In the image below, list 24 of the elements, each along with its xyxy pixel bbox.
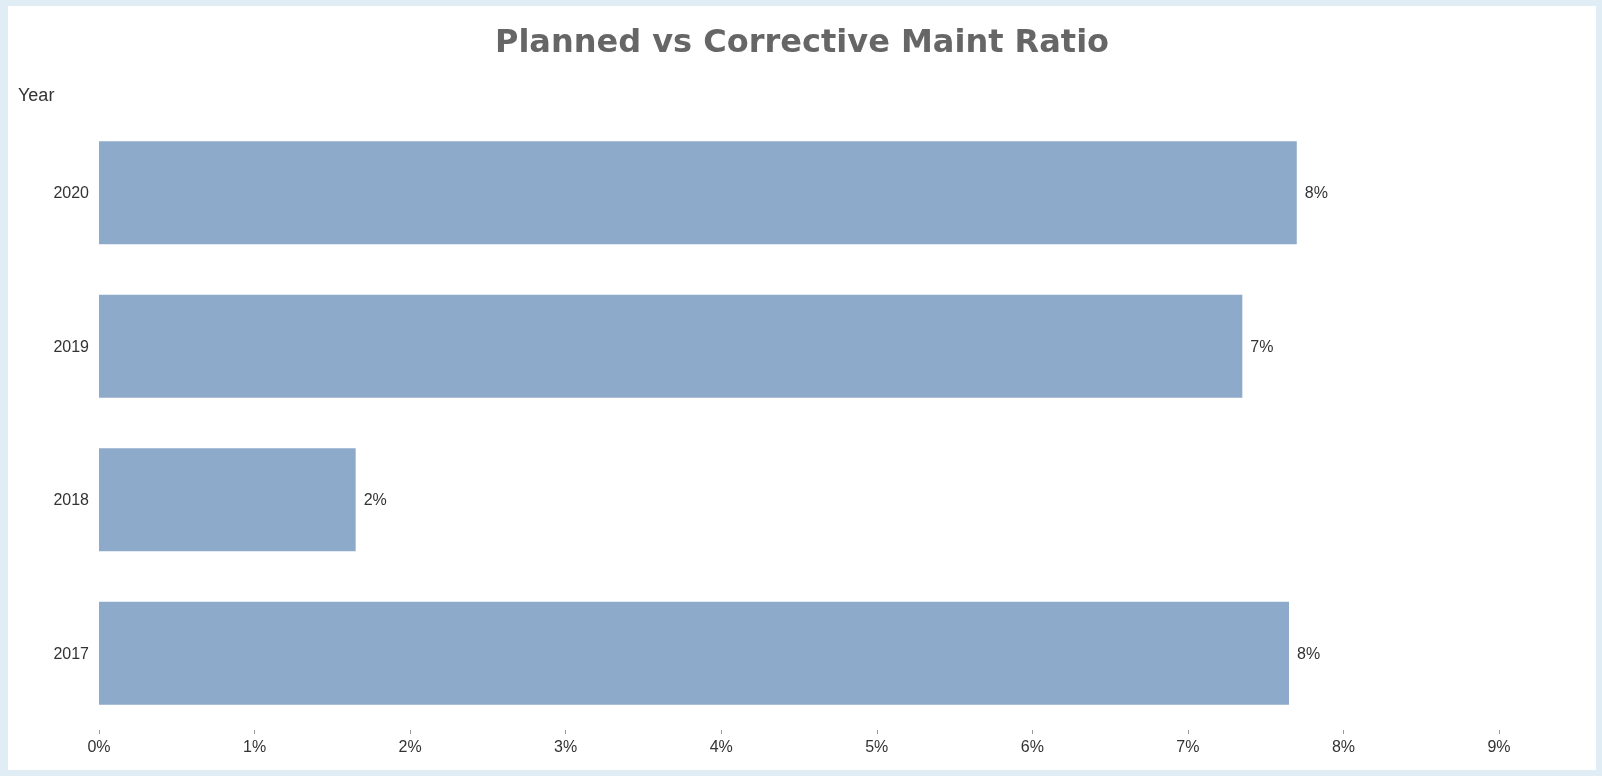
x-tick-label: 0% [87,737,111,755]
x-tick-label: 7% [1176,737,1200,755]
y-tick-label: 2020 [53,184,90,202]
y-tick-label: 2019 [53,337,90,355]
bar [99,294,1243,398]
chart-title: Planned vs Corrective Maint Ratio [494,22,1110,60]
data-label: 2% [363,491,387,509]
data-label: 8% [1297,644,1321,662]
data-label: 8% [1304,184,1328,202]
bar [99,601,1289,705]
x-tick-label: 2% [398,737,422,755]
x-tick-label: 3% [554,737,578,755]
data-label: 7% [1250,337,1274,355]
bar [99,448,356,552]
bar [99,141,1297,245]
x-tick-label: 9% [1487,737,1511,755]
y-axis-title: Year [18,85,55,105]
x-tick-label: 6% [1020,737,1044,755]
x-tick-label: 1% [242,737,267,755]
x-tick-label: 4% [709,737,733,755]
x-tick-label: 8% [1331,737,1356,755]
x-tick-label: 5% [865,737,889,755]
y-tick-label: 2017 [53,644,90,662]
y-tick-label: 2018 [53,491,90,509]
